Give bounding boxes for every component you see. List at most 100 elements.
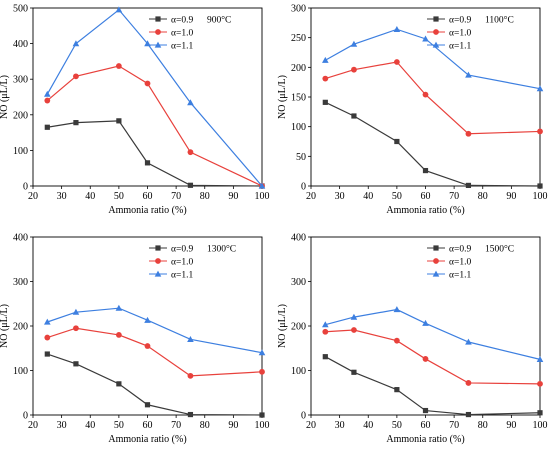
legend-marker-series_0_9: [433, 245, 438, 250]
y-tick-label: 300: [13, 277, 28, 288]
y-tick-label: 0: [301, 411, 306, 422]
legend-marker-series_1_0: [433, 29, 439, 35]
data-point-series_0_9: [116, 118, 121, 123]
y-tick-label: 100: [13, 146, 28, 157]
x-tick-label: 30: [57, 420, 67, 431]
data-point-series_1_1: [44, 91, 51, 97]
chart-panel-4: 20 30 40 50 60 70 80 90 1000100200300400Ammonia …: [277, 233, 548, 446]
x-tick-label: 80: [478, 191, 488, 202]
x-tick-label: 60: [143, 420, 153, 431]
data-point-series_1_0: [466, 380, 472, 386]
x-tick-label: 30: [335, 191, 345, 202]
data-point-series_0_9: [188, 412, 193, 417]
y-axis-title: NO (μL/L): [277, 75, 288, 119]
x-tick-label: 70: [171, 420, 181, 431]
data-point-series_1_0: [188, 149, 194, 155]
x-tick-label: 100: [255, 420, 270, 431]
x-tick-label: 100: [255, 191, 270, 202]
data-point-series_0_9: [394, 387, 399, 392]
data-point-series_0_9: [188, 183, 193, 188]
x-tick-label: 60: [421, 191, 431, 202]
series-line-series_0_9: [325, 357, 540, 415]
y-tick-label: 0: [23, 182, 28, 193]
series-line-series_0_9: [47, 354, 262, 415]
temperature-label: 1500°C: [485, 244, 514, 255]
series-line-series_1_0: [325, 62, 540, 134]
data-point-series_0_9: [323, 354, 328, 359]
x-tick-label: 90: [228, 191, 238, 202]
plot-frame: [33, 8, 262, 186]
data-point-series_0_9: [45, 351, 50, 356]
plot-frame: [33, 237, 262, 415]
series-line-series_1_1: [325, 29, 540, 88]
x-tick-label: 40: [363, 420, 373, 431]
series-line-series_1_0: [47, 328, 262, 376]
temperature-label: 1300°C: [207, 244, 236, 255]
data-point-series_0_9: [73, 361, 78, 366]
legend-label-series_1_1: α=1.1: [171, 42, 193, 52]
y-tick-label: 100: [291, 122, 306, 133]
y-tick-label: 300: [291, 277, 306, 288]
y-tick-label: 200: [291, 322, 306, 333]
x-tick-label: 50: [114, 420, 124, 431]
data-point-series_0_9: [537, 183, 542, 188]
x-tick-label: 80: [478, 420, 488, 431]
data-point-series_0_9: [423, 408, 428, 413]
data-point-series_1_0: [423, 92, 429, 98]
y-tick-label: 150: [291, 93, 306, 104]
legend-marker-series_0_9: [433, 16, 438, 21]
x-tick-label: 70: [449, 420, 459, 431]
data-point-series_1_0: [145, 343, 151, 349]
temperature-label: 1100°C: [485, 15, 514, 26]
chart-panel-3: 20 30 40 50 60 70 80 90 100 0 100 200 300 400 Ammonia …: [0, 233, 270, 446]
data-point-series_1_0: [259, 369, 265, 375]
legend-label-series_1_1: α=1.1: [449, 271, 471, 281]
data-point-series_1_1: [394, 306, 401, 312]
data-point-series_1_0: [423, 356, 429, 362]
x-tick-label: 60: [421, 420, 431, 431]
y-tick-label: 500: [13, 4, 28, 15]
data-point-series_0_9: [394, 139, 399, 144]
data-point-series_1_0: [73, 325, 79, 331]
data-point-series_1_0: [322, 329, 328, 335]
series-line-series_0_9: [325, 102, 540, 186]
legend-label-series_1_1: α=1.1: [171, 271, 193, 281]
data-point-series_1_0: [73, 73, 79, 79]
x-tick-label: 90: [228, 420, 238, 431]
y-tick-label: 100: [13, 366, 28, 377]
y-tick-label: 200: [13, 322, 28, 333]
data-point-series_1_0: [116, 63, 122, 69]
x-tick-label: 30: [335, 420, 345, 431]
legend-marker-series_1_0: [433, 258, 439, 264]
y-tick-label: 400: [291, 233, 306, 244]
x-tick-label: 20: [306, 191, 316, 202]
y-axis-title: NO (μL/L): [277, 304, 288, 348]
series-line-series_1_0: [47, 66, 262, 186]
x-axis-title: Ammonia ratio (%): [108, 205, 186, 216]
data-point-series_1_1: [116, 6, 123, 12]
series-line-series_1_1: [325, 310, 540, 360]
x-tick-label: 80: [200, 191, 210, 202]
data-point-series_1_0: [537, 381, 543, 387]
x-tick-label: 80: [200, 420, 210, 431]
data-point-series_0_9: [351, 370, 356, 375]
legend-marker-series_1_0: [155, 29, 161, 35]
data-point-series_1_0: [466, 131, 472, 137]
data-point-series_0_9: [116, 381, 121, 386]
data-point-series_0_9: [466, 412, 471, 417]
legend-marker-series_0_9: [155, 245, 160, 250]
legend-label-series_1_0: α=1.0: [171, 29, 193, 39]
data-point-series_1_0: [351, 327, 357, 333]
y-axis-title: NO (μL/L): [0, 304, 10, 348]
legend-label-series_1_0: α=1.0: [449, 29, 471, 39]
data-point-series_1_0: [116, 332, 122, 338]
data-point-series_0_9: [466, 183, 471, 188]
x-axis-title: Ammonia ratio (%): [108, 434, 186, 445]
data-point-series_1_1: [394, 26, 401, 32]
x-tick-label: 20: [28, 420, 38, 431]
x-tick-label: 20: [306, 420, 316, 431]
chart-panel-1: 20 30 40 50 60 70 80 90 100 0 100 200 300 400 500 Ammon…: [0, 4, 270, 217]
y-axis-title: NO (μL/L): [0, 75, 10, 119]
x-tick-label: 100: [533, 420, 548, 431]
